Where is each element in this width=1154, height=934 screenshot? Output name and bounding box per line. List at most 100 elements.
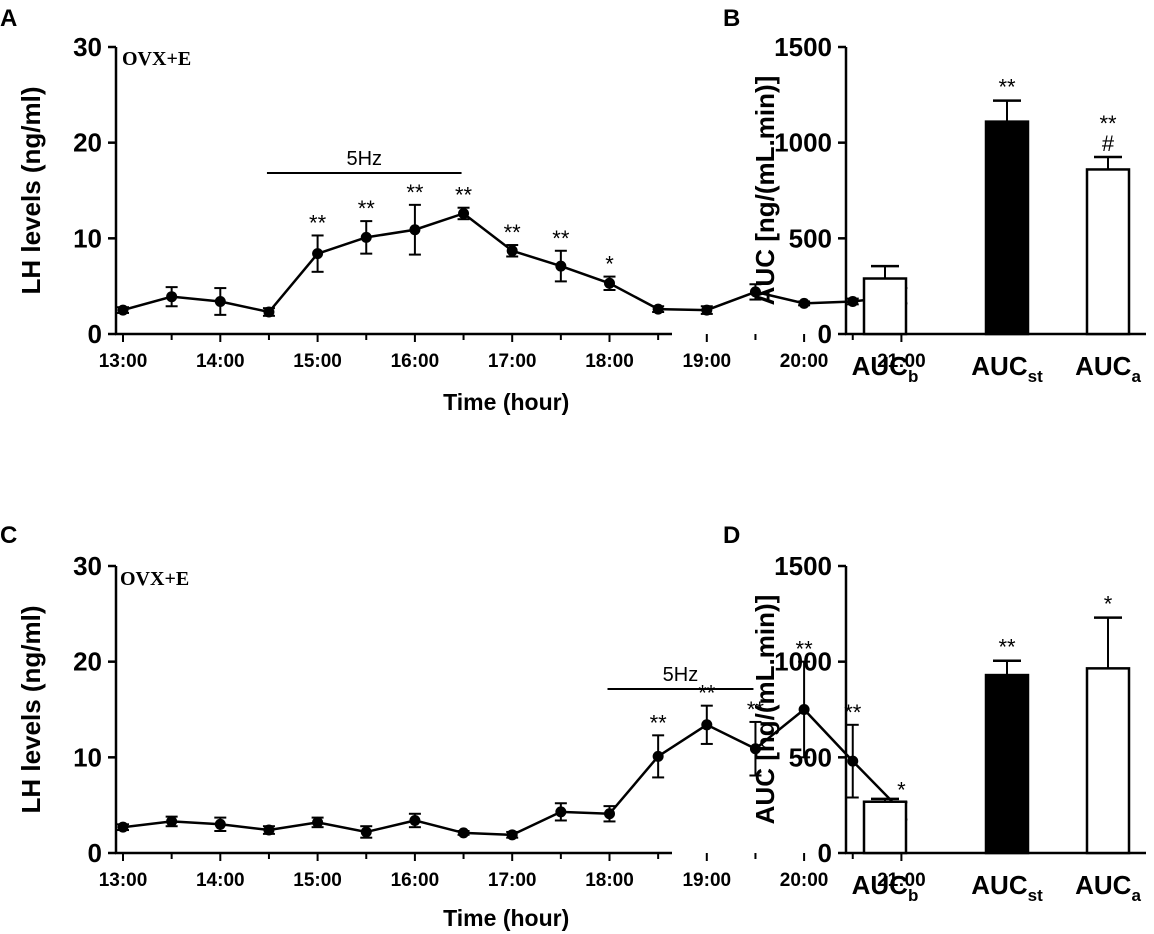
data-point — [701, 304, 713, 316]
y-axis-label: LH levels (ng/ml) — [16, 86, 46, 294]
group-annotation: OVX+E — [122, 48, 191, 70]
y-tick-label: 1500 — [774, 32, 832, 62]
category-label: AUCa — [1075, 351, 1141, 386]
x-tick-label: 20:00 — [780, 870, 829, 891]
x-tick-label: 20:00 — [780, 351, 829, 372]
y-axis-label: LH levels (ng/ml) — [16, 605, 46, 813]
data-point — [117, 821, 129, 833]
x-tick-label: 13:00 — [99, 351, 148, 372]
x-tick-label: 18:00 — [585, 870, 634, 891]
category-label: AUCst — [971, 870, 1043, 905]
y-tick-label: 20 — [73, 647, 102, 677]
line-panel-c: C OVX+E 0 10 20 30 13:00 14:00 15:00 16:00 17:00 18… — [0, 522, 926, 931]
data-point — [604, 277, 615, 289]
significance-marker: ** — [747, 697, 765, 722]
significance-marker: ** — [504, 220, 522, 245]
y-tick-label: 500 — [789, 223, 832, 253]
data-point — [214, 818, 226, 830]
data-point — [506, 245, 518, 257]
significance-marker: * — [605, 252, 614, 277]
data-point — [749, 286, 761, 298]
x-tick-label: 19:00 — [682, 351, 731, 372]
y-tick-label: 1000 — [774, 647, 832, 677]
panel-letter: B — [723, 5, 740, 32]
data-point — [555, 806, 567, 818]
data-point — [117, 304, 129, 316]
y-tick-label: 10 — [73, 742, 102, 772]
panel-letter: C — [0, 522, 17, 549]
bar — [984, 673, 1030, 855]
data-point — [652, 750, 664, 762]
y-axis-label: AUC [ng/(mL.min)] — [750, 76, 780, 306]
significance-marker: ** — [698, 681, 716, 706]
data-point — [166, 291, 178, 303]
significance-marker: ** — [650, 710, 668, 735]
line-panel-a: A OVX+E 0 10 20 30 13:00 14:00 15:00 16:00 17:00 18… — [0, 5, 926, 415]
data-point — [604, 808, 615, 820]
significance-marker: ** — [309, 210, 327, 235]
x-axis-label: Time (hour) — [443, 905, 569, 931]
x-axis-label: Time (hour) — [443, 389, 569, 415]
x-tick-label: 15:00 — [293, 351, 342, 372]
data-point — [555, 260, 567, 272]
significance-marker: ** — [455, 183, 473, 208]
data-point — [798, 704, 810, 715]
data-point — [701, 719, 713, 731]
x-tick-label: 15:00 — [293, 870, 342, 891]
bar-panel-b: B 0 500 1000 1500 AUC [ng/(mL.min)] AUCb ** AUCs… — [723, 5, 1146, 386]
y-tick-label: 10 — [73, 223, 102, 253]
y-tick-label: 30 — [73, 551, 102, 581]
data-point — [409, 814, 421, 826]
significance-marker: ** — [552, 226, 570, 251]
data-point — [166, 815, 178, 827]
data-point — [263, 824, 275, 836]
y-tick-label: 0 — [88, 319, 102, 349]
data-point — [506, 829, 518, 841]
data-point — [458, 827, 470, 839]
category-label: AUCb — [852, 870, 919, 905]
data-point — [360, 826, 372, 838]
data-point — [749, 743, 761, 755]
significance-marker: ** — [358, 196, 376, 221]
group-annotation: OVX+E — [120, 568, 189, 590]
panel-letter: D — [723, 522, 740, 549]
bar — [862, 277, 908, 336]
bar — [1085, 667, 1131, 855]
data-point — [458, 207, 470, 219]
data-point — [263, 306, 275, 318]
data-point — [798, 297, 810, 309]
data-point — [214, 295, 226, 307]
x-tick-label: 19:00 — [682, 870, 731, 891]
x-tick-label: 17:00 — [488, 870, 537, 891]
y-tick-label: 30 — [73, 32, 102, 62]
data-point — [360, 231, 372, 243]
stimulation-label: 5Hz — [663, 664, 699, 686]
significance-marker: ** — [844, 700, 862, 725]
bar — [1085, 168, 1131, 336]
significance-marker: ** — [406, 180, 424, 205]
x-tick-label: 16:00 — [391, 870, 440, 891]
data-point — [847, 295, 859, 307]
category-label: AUCst — [971, 351, 1043, 386]
x-tick-label: 13:00 — [99, 870, 148, 891]
data-point — [652, 303, 664, 315]
x-tick-label: 14:00 — [196, 870, 245, 891]
y-tick-label: 20 — [73, 128, 102, 158]
y-tick-label: 0 — [818, 838, 832, 868]
category-label: AUCa — [1075, 870, 1141, 905]
significance-marker: ** — [796, 637, 814, 662]
data-point — [409, 224, 421, 236]
x-tick-label: 16:00 — [391, 351, 440, 372]
stimulation-label: 5Hz — [346, 148, 382, 170]
significance-marker: ** — [998, 635, 1016, 660]
category-label: AUCb — [852, 351, 919, 386]
x-tick-label: 17:00 — [488, 351, 537, 372]
x-tick-label: 18:00 — [585, 351, 634, 372]
y-tick-label: 1500 — [774, 551, 832, 581]
data-point — [847, 755, 859, 767]
bar — [862, 800, 908, 855]
significance-marker-hash: # — [1102, 131, 1115, 156]
y-axis-label: AUC [ng/(mL.min)] — [750, 595, 780, 825]
